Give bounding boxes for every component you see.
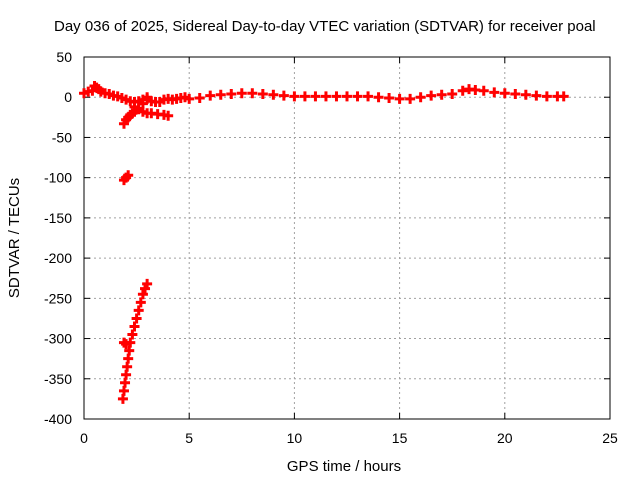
data-point: [510, 89, 521, 100]
data-point: [257, 89, 268, 100]
data-point: [226, 89, 237, 100]
data-point: [426, 90, 437, 101]
axis-ticks: [83, 56, 611, 420]
data-point: [133, 104, 144, 115]
y-tick-label: -150: [44, 210, 72, 226]
data-point: [373, 92, 384, 103]
data-point: [320, 91, 331, 102]
data-point: [457, 85, 468, 96]
x-tick-label: 25: [602, 430, 618, 446]
y-tick-label: -400: [44, 411, 72, 427]
data-point: [194, 93, 205, 104]
data-point: [558, 91, 569, 102]
data-point: [384, 93, 395, 104]
data-point: [289, 91, 300, 102]
data-point: [394, 93, 405, 104]
plot-frame: [83, 56, 611, 420]
x-axis-label: GPS time / hours: [287, 458, 401, 475]
data-point: [352, 91, 363, 102]
data-point: [123, 170, 134, 181]
data-point: [131, 313, 142, 324]
data-point: [268, 89, 279, 100]
data-point: [331, 91, 342, 102]
data-point: [121, 339, 132, 350]
data-point: [470, 84, 481, 95]
data-point: [205, 90, 216, 101]
y-tick-label: -300: [44, 331, 72, 347]
data-point: [163, 110, 174, 121]
data-point: [142, 92, 153, 103]
data-point: [342, 91, 352, 102]
data-point: [499, 88, 510, 99]
y-tick-label: -100: [44, 170, 72, 186]
data-point: [478, 85, 489, 96]
x-tick-label: 0: [80, 430, 88, 446]
data-point: [363, 91, 374, 102]
chart-title: Day 036 of 2025, Sidereal Day-to-day VTE…: [54, 18, 596, 35]
y-tick-label: 50: [56, 49, 72, 65]
x-tick-label: 5: [185, 430, 193, 446]
x-tick-label: 10: [287, 430, 303, 446]
data-point: [489, 87, 500, 98]
data-point: [541, 91, 552, 102]
data-point: [310, 91, 321, 102]
data-point: [129, 321, 140, 332]
x-tick-labels: 0 5 10 15 20 25: [80, 430, 618, 446]
y-axis-label: SDTVAR / TECUs: [6, 178, 23, 298]
data-point: [142, 278, 153, 289]
data-point: [127, 329, 138, 340]
y-tick-label: 0: [64, 89, 72, 105]
data-point: [184, 93, 195, 104]
y-tick-label: -200: [44, 250, 72, 266]
y-tick-label: -250: [44, 290, 72, 306]
y-tick-labels: 50 0 -50 -100 -150 -200 -250 -300 -350 -400: [44, 49, 72, 427]
data-point: [520, 89, 531, 100]
data-point: [531, 90, 542, 101]
data-point: [436, 89, 447, 100]
data-points: [79, 80, 569, 404]
data-point: [135, 297, 146, 308]
data-point: [447, 89, 458, 100]
data-point: [133, 305, 144, 316]
x-tick-label: 15: [392, 430, 408, 446]
data-point: [236, 88, 247, 99]
data-point: [137, 289, 148, 300]
y-tick-label: -350: [44, 371, 72, 387]
data-point: [137, 98, 148, 109]
y-tick-label: -50: [52, 129, 72, 145]
data-point: [278, 90, 289, 101]
data-point: [415, 92, 426, 103]
grid-lines: [84, 57, 610, 419]
data-point: [405, 93, 416, 104]
data-point: [247, 88, 258, 99]
data-point: [215, 89, 226, 100]
data-point: [299, 91, 310, 102]
x-tick-label: 20: [497, 430, 513, 446]
